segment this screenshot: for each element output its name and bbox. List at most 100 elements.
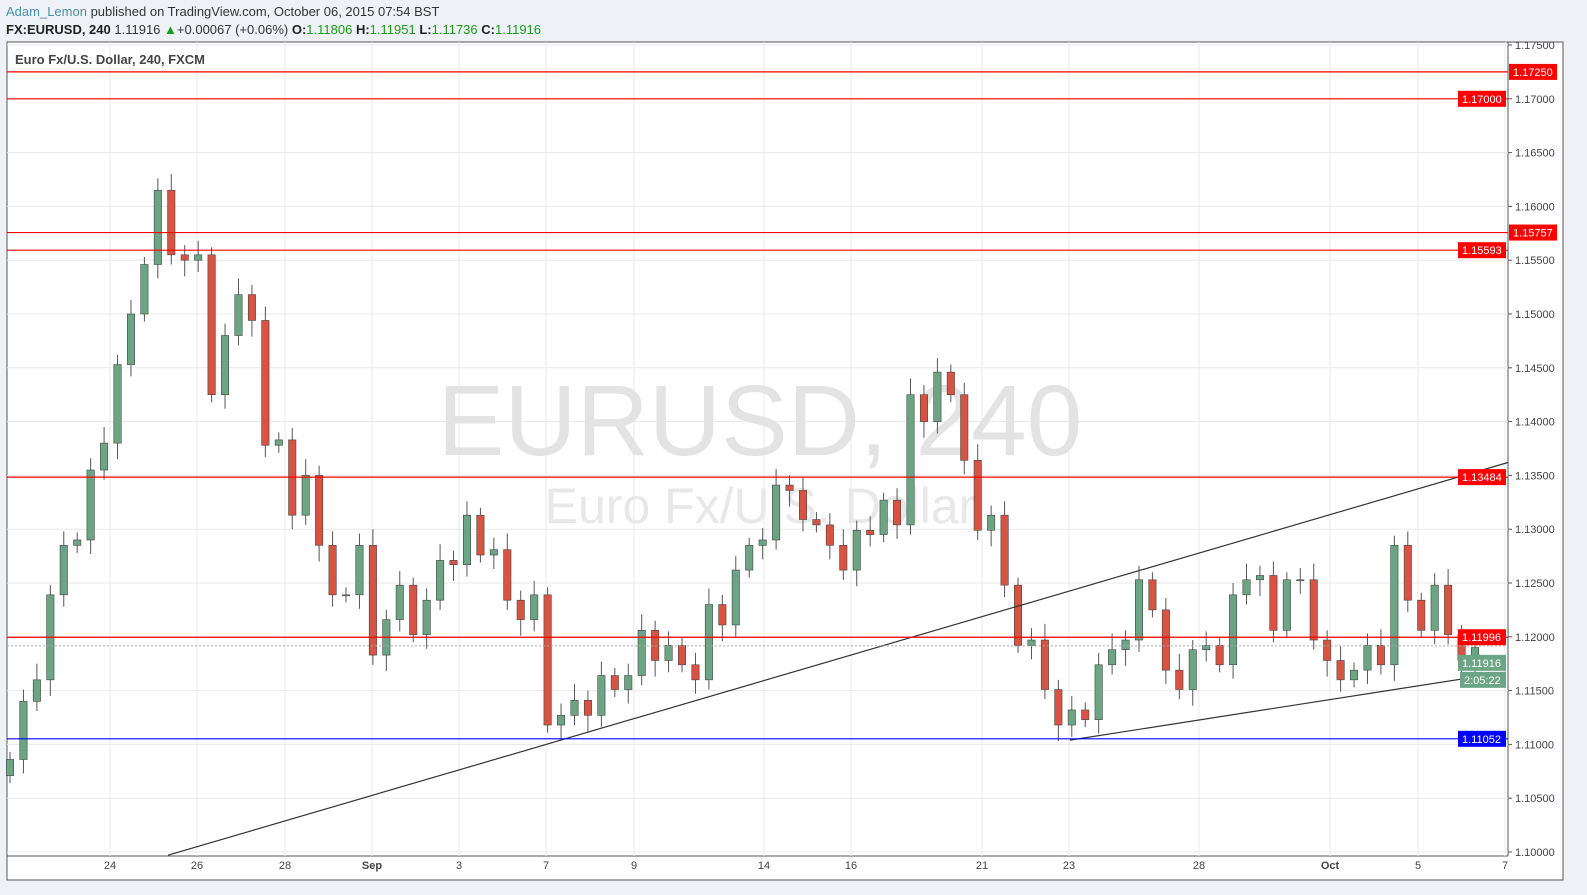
candle-down <box>1323 639 1332 661</box>
candle-up <box>73 539 82 546</box>
candle-up <box>1202 645 1211 651</box>
y-tick-label: 1.15500 <box>1515 255 1555 267</box>
x-tick-label: 5 <box>1415 860 1421 872</box>
y-tick-label: 1.14500 <box>1515 363 1555 375</box>
price-label-text: 1.11996 <box>1462 632 1501 644</box>
candle-up <box>745 545 754 571</box>
price-label-badge <box>1458 730 1506 747</box>
candle-up <box>1282 579 1291 631</box>
y-tick-label: 1.12000 <box>1515 632 1555 644</box>
candle-up <box>1350 669 1359 681</box>
price-label-text: 1.15593 <box>1462 245 1502 257</box>
x-tick-label: Oct <box>1321 860 1340 872</box>
candle-down <box>476 514 485 556</box>
candle-up <box>126 313 135 365</box>
price-label-badge <box>1509 224 1557 241</box>
candle-up <box>852 529 861 571</box>
candle-down <box>516 599 525 620</box>
candle-down <box>798 490 807 520</box>
candle-down <box>839 545 848 571</box>
candle-up <box>221 335 230 395</box>
candle-down <box>180 254 189 261</box>
price-label-badge <box>1458 629 1506 646</box>
candle-up <box>140 264 149 315</box>
candle-down <box>678 645 687 666</box>
candle-up <box>19 701 28 760</box>
x-tick-label: 14 <box>758 860 770 872</box>
y-tick-label: 1.16000 <box>1515 201 1555 213</box>
candle-down <box>1269 575 1278 631</box>
x-tick-label: 7 <box>1502 860 1508 872</box>
price-label-badge <box>1458 469 1506 486</box>
high-value: 1.11951 <box>369 22 416 37</box>
candle-down <box>946 371 955 396</box>
candle-up <box>113 364 122 444</box>
candle-up <box>1067 709 1076 726</box>
candle-down <box>449 560 458 566</box>
trendline <box>1069 671 1506 741</box>
candle-down <box>610 675 619 690</box>
y-tick-label: 1.12500 <box>1515 578 1555 590</box>
candle-down <box>919 394 928 422</box>
candle-up <box>301 475 310 516</box>
candle-down <box>812 519 821 526</box>
price-label-text: 1.11052 <box>1462 734 1501 746</box>
candle-up <box>274 439 283 446</box>
candle-up <box>1242 579 1251 596</box>
candle-up <box>1134 579 1143 641</box>
candle-down <box>368 545 377 656</box>
candle-up <box>624 675 633 690</box>
price-label-badge <box>1509 63 1557 80</box>
candle-up <box>758 539 767 546</box>
candle-down <box>583 699 592 716</box>
price-label-text: 1.17000 <box>1462 94 1502 106</box>
price-label-text: 1.13484 <box>1462 472 1502 484</box>
candle-up <box>59 545 68 596</box>
close-label: C: <box>481 22 495 37</box>
publish-info: Adam_Lemon published on TradingView.com,… <box>6 4 439 19</box>
candle-up <box>987 514 996 531</box>
candle-up <box>906 394 915 526</box>
candle-up <box>1027 639 1036 646</box>
candle-down <box>1215 645 1224 666</box>
candle-up <box>1255 575 1264 581</box>
x-tick-label: 9 <box>631 860 637 872</box>
y-tick-label: 1.16500 <box>1515 148 1555 160</box>
price-label-text: 1.15757 <box>1513 228 1553 240</box>
price-label-badge <box>1458 242 1506 259</box>
candle-up <box>1363 645 1372 671</box>
candle-down <box>328 545 337 596</box>
candle-up <box>664 645 673 661</box>
y-tick-label: 1.13000 <box>1515 524 1555 536</box>
candle-down <box>207 254 216 396</box>
candle-up <box>6 759 14 776</box>
close-value: 1.11916 <box>494 22 542 37</box>
low-label: L: <box>419 22 432 37</box>
countdown-badge <box>1460 671 1506 688</box>
price-change: +0.00067 (+0.06%) <box>176 22 289 37</box>
candle-down <box>1081 709 1090 720</box>
x-tick-label: 23 <box>1063 860 1075 872</box>
candle-up <box>1430 584 1439 631</box>
x-tick-label: 28 <box>279 860 291 872</box>
candle-up <box>1296 579 1305 582</box>
candle-up <box>1121 639 1130 651</box>
low-value: 1.11736 <box>431 22 478 37</box>
publish-text: published on TradingView.com, October 06… <box>90 4 440 19</box>
candle-down <box>1014 584 1023 646</box>
candle-down <box>247 294 256 321</box>
candle-up <box>557 715 566 726</box>
candle-down <box>1148 579 1157 611</box>
last-price: 1.11916 <box>114 22 161 37</box>
chart-title: Euro Fx/U.S. Dollar, 240, FXCM <box>15 52 205 67</box>
y-tick-label: 1.10500 <box>1515 793 1555 805</box>
candle-down <box>503 549 512 601</box>
trendline <box>167 461 1509 856</box>
candle-down <box>1417 599 1426 631</box>
y-tick-label: 1.13500 <box>1515 470 1555 482</box>
candle-down <box>167 189 176 256</box>
candle-up <box>342 594 351 597</box>
candle-down <box>1161 609 1170 671</box>
author-link[interactable]: Adam_Lemon <box>6 4 87 19</box>
